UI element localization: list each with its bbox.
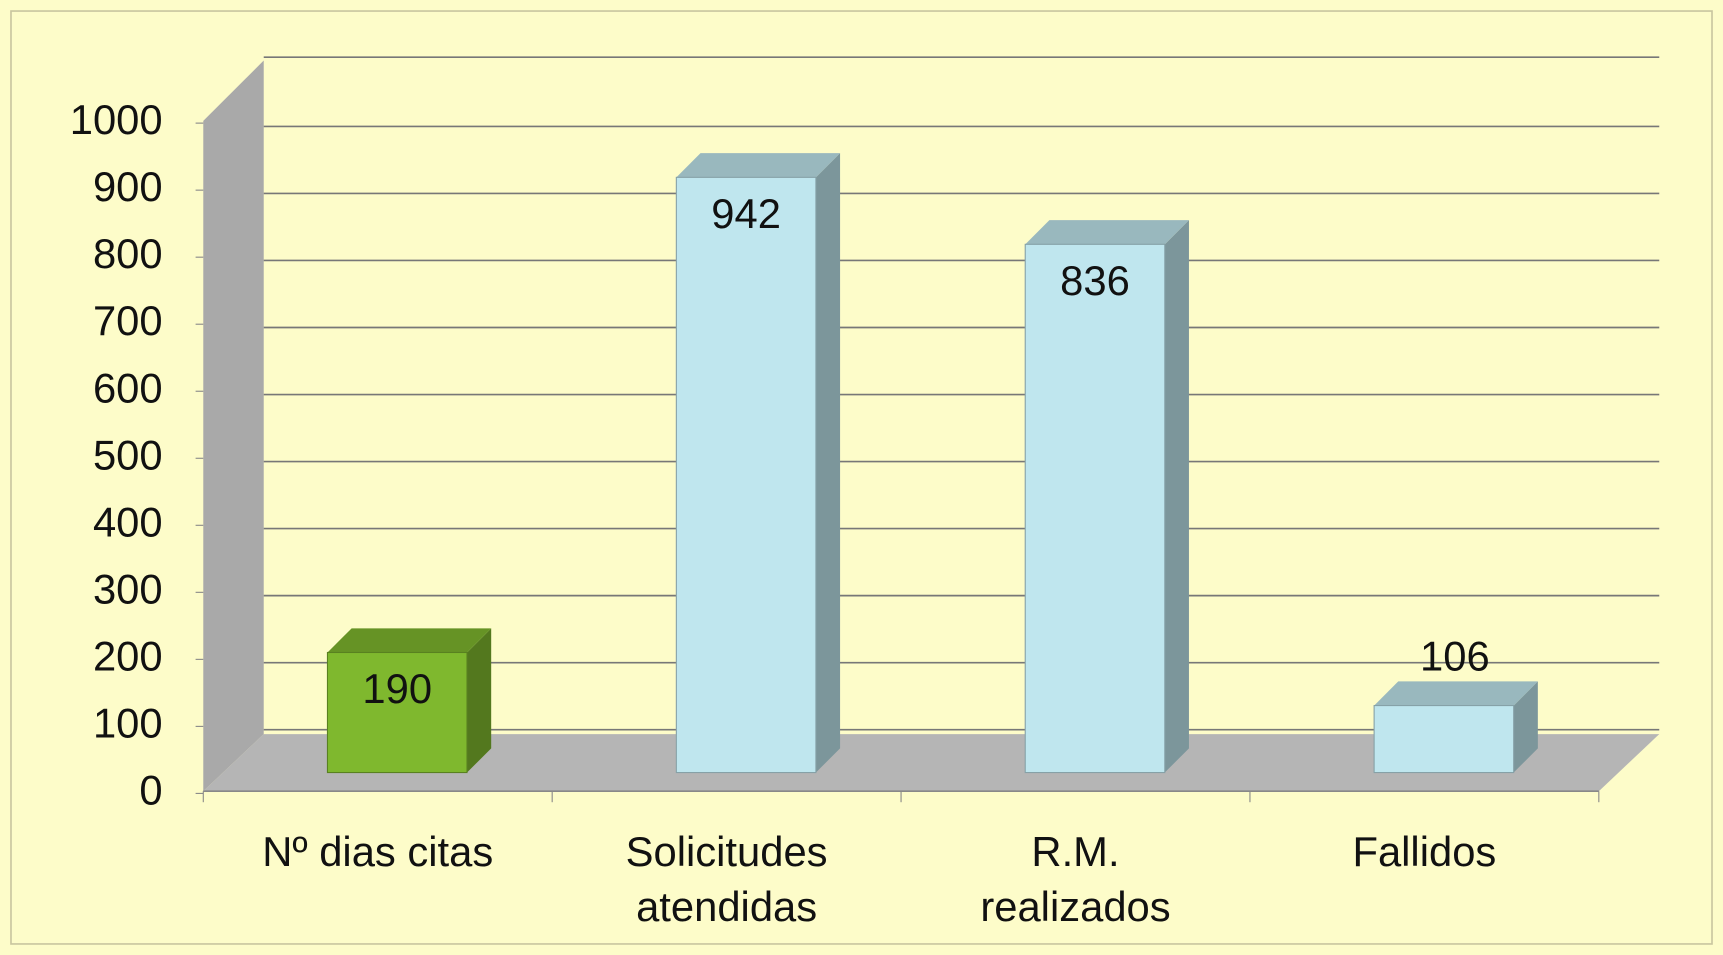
bar-side — [1513, 681, 1538, 773]
y-tick-label: 600 — [93, 364, 163, 411]
y-tick-label: 1000 — [70, 96, 163, 143]
x-tick-label: R.M. realizados — [980, 828, 1170, 930]
bar-side — [1164, 220, 1189, 773]
y-tick-label: 700 — [93, 297, 163, 344]
bar — [1024, 243, 1166, 774]
y-tick-label: 200 — [93, 632, 163, 679]
frame — [10, 10, 1713, 945]
bar-top — [1374, 681, 1538, 706]
data-label: 190 — [362, 665, 432, 712]
y-tick-label: 800 — [93, 230, 163, 277]
data-label: 942 — [711, 190, 781, 237]
floor — [203, 734, 1660, 792]
bar — [675, 176, 817, 774]
x-tick-label: Fallidos — [1352, 828, 1496, 875]
y-tick-label: 400 — [93, 498, 163, 545]
y-tick-label: 500 — [93, 431, 163, 478]
bar-top — [327, 628, 492, 653]
data-label: 836 — [1060, 257, 1130, 304]
data-label: 106 — [1420, 632, 1490, 679]
x-tick-label: Nº dias citas — [262, 828, 493, 875]
y-tick-label: 300 — [93, 565, 163, 612]
bar-side — [467, 628, 492, 773]
bar-side — [815, 153, 841, 773]
bar — [326, 651, 468, 774]
y-tick-label: 0 — [139, 766, 162, 813]
y-tick-label: 900 — [93, 163, 163, 210]
y-tick-label: 100 — [93, 699, 163, 746]
bar-top — [1025, 220, 1189, 245]
bar — [1373, 705, 1515, 774]
side-wall — [203, 60, 264, 792]
bar-top — [676, 153, 841, 178]
x-tick-label: Solicitudes atendidas — [626, 828, 828, 930]
